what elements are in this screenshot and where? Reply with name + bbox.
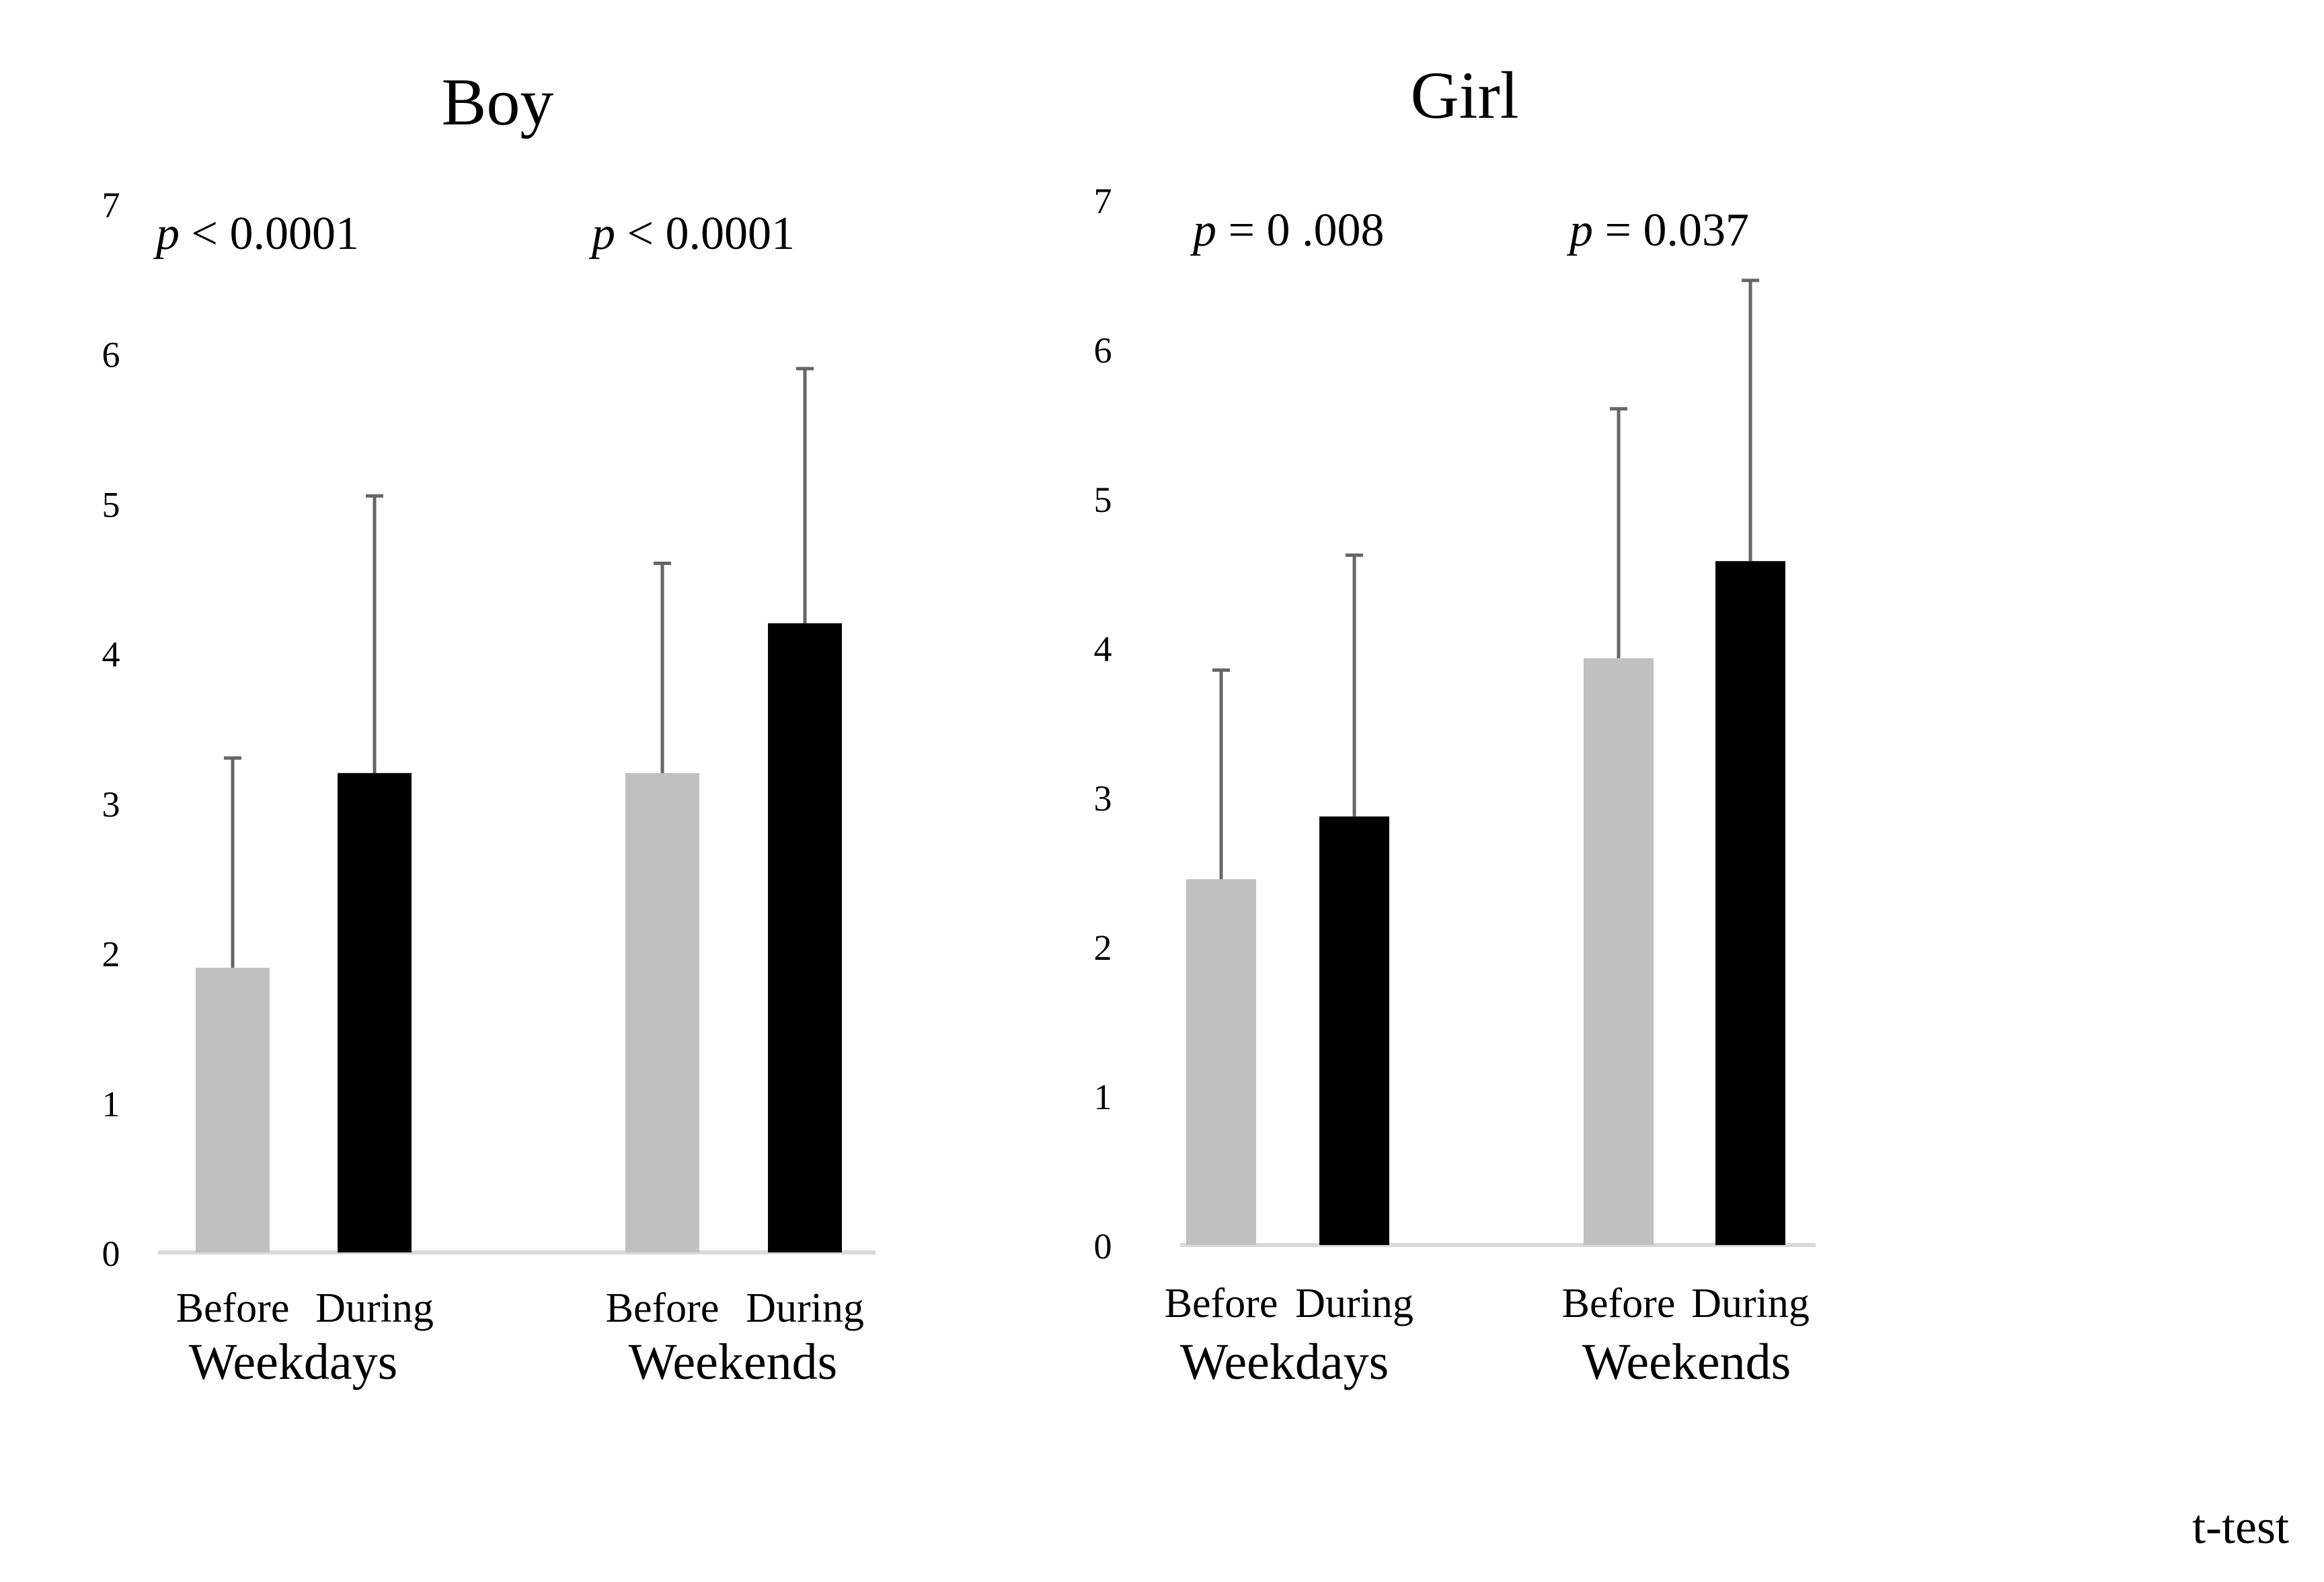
boy-group-label: Weekdays (189, 1334, 397, 1390)
p-value-text: = 0 .008 (1216, 204, 1384, 256)
boy-category-label: During (746, 1285, 864, 1331)
boy-y-tick-label: 5 (102, 484, 120, 525)
p-value-text: < 0.0001 (615, 208, 795, 260)
girl-bar-weekdays-during (1319, 816, 1389, 1245)
girl-y-tick-label: 7 (1094, 181, 1112, 221)
p-symbol: p (588, 208, 615, 260)
girl-p-value-annotation: p = 0.037 (1566, 204, 1749, 256)
girl-y-tick-label: 1 (1094, 1077, 1112, 1117)
boy-p-value-annotation: p < 0.0001 (588, 208, 795, 260)
girl-category-label: Before (1562, 1281, 1676, 1326)
boy-category-label: During (315, 1285, 434, 1331)
girl-bar-weekdays-before (1186, 879, 1256, 1245)
boy-bar-weekends-during (768, 623, 842, 1252)
girl-y-tick-label: 5 (1094, 480, 1112, 520)
boy-category-label: Before (176, 1285, 290, 1331)
boy-y-tick-label: 6 (102, 335, 120, 375)
girl-y-tick-label: 0 (1094, 1226, 1112, 1267)
girl-group-label: Weekends (1582, 1334, 1791, 1390)
boy-y-tick-label: 0 (102, 1234, 120, 1274)
girl-y-tick-label: 4 (1094, 629, 1112, 669)
boy-bar-weekdays-during (338, 773, 412, 1252)
p-symbol: p (153, 208, 180, 260)
girl-y-tick-label: 6 (1094, 330, 1112, 371)
boy-y-tick-label: 7 (102, 185, 120, 225)
test-note: t-test (2192, 1500, 2289, 1554)
girl-bar-weekends-before (1584, 658, 1654, 1245)
girl-category-label: During (1691, 1281, 1810, 1326)
p-value-text: < 0.0001 (180, 208, 359, 260)
girl-chart-title: Girl (1410, 58, 1518, 133)
girl-p-value-annotation: p = 0 .008 (1190, 204, 1384, 256)
boy-bar-weekdays-before (196, 967, 270, 1252)
boy-bar-weekends-before (625, 773, 699, 1252)
boy-category-label: Before (606, 1285, 720, 1331)
boy-p-value-annotation: p < 0.0001 (153, 208, 359, 260)
boy-y-tick-label: 1 (102, 1084, 120, 1124)
p-value-text: = 0.037 (1593, 204, 1749, 256)
boy-y-tick-label: 3 (102, 784, 120, 825)
girl-y-tick-label: 2 (1094, 928, 1112, 968)
girl-group-label: Weekdays (1180, 1334, 1389, 1390)
p-symbol: p (1190, 204, 1216, 256)
boy-group-label: Weekends (629, 1334, 837, 1390)
girl-category-label: During (1295, 1281, 1413, 1326)
p-symbol: p (1566, 204, 1593, 256)
boy-chart-title: Boy (442, 65, 554, 139)
boy-y-tick-label: 4 (102, 634, 120, 675)
girl-category-label: Before (1165, 1281, 1278, 1326)
boy-y-tick-label: 2 (102, 934, 120, 975)
girl-bar-weekends-during (1715, 561, 1785, 1245)
girl-y-tick-label: 3 (1094, 778, 1112, 819)
